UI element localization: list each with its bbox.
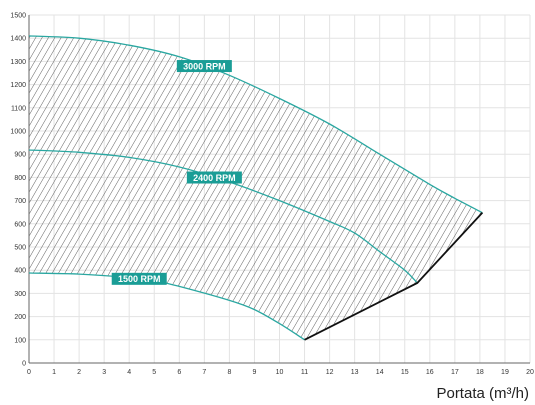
- operating-limit-line: [304, 212, 484, 341]
- operating-area: [29, 35, 483, 340]
- x-tick-label: 2: [77, 369, 81, 376]
- x-tick-label: 5: [152, 369, 156, 376]
- x-tick-label: 14: [376, 369, 384, 376]
- rpm-label-bg: [186, 171, 242, 184]
- rpm-curve-2: [28, 149, 418, 284]
- x-tick-label: 8: [227, 369, 231, 376]
- x-tick-label: 16: [426, 369, 434, 376]
- x-tick-label: 7: [202, 369, 206, 376]
- x-tick-label: 12: [326, 369, 334, 376]
- y-tick-label: 1300: [10, 59, 26, 66]
- y-tick-label: 700: [14, 198, 26, 205]
- x-tick-label: 9: [252, 369, 256, 376]
- rpm-label: 2400 RPM: [193, 173, 236, 183]
- rpm-label-bg: [176, 60, 232, 73]
- x-tick-label: 4: [127, 369, 131, 376]
- y-tick-label: 0: [22, 361, 26, 368]
- x-tick-label: 13: [351, 369, 359, 376]
- x-tick-label: 6: [177, 369, 181, 376]
- y-tick-label: 200: [14, 314, 26, 321]
- y-tick-label: 900: [14, 152, 26, 159]
- rpm-curve-1: [28, 35, 483, 214]
- y-tick-label: 1500: [10, 13, 26, 20]
- x-tick-label: 18: [476, 369, 484, 376]
- x-tick-label: 15: [401, 369, 409, 376]
- rpm-label-bg: [111, 272, 167, 285]
- x-tick-label: 3: [102, 369, 106, 376]
- rpm-label: 3000 RPM: [183, 61, 226, 71]
- y-tick-label: 300: [14, 291, 26, 298]
- y-tick-label: 800: [14, 175, 26, 182]
- y-tick-label: 1400: [10, 36, 26, 43]
- x-tick-label: 20: [526, 369, 534, 376]
- x-tick-label: 19: [501, 369, 509, 376]
- x-tick-label: 10: [276, 369, 284, 376]
- y-tick-label: 400: [14, 268, 26, 275]
- rpm-label: 1500 RPM: [118, 274, 161, 284]
- y-tick-label: 1100: [11, 105, 26, 112]
- x-tick-label: 1: [52, 369, 56, 376]
- x-tick-label: 17: [451, 369, 459, 376]
- y-tick-label: 1000: [10, 129, 26, 136]
- y-tick-label: 500: [14, 245, 26, 252]
- x-axis-label: Portata (m³/h): [436, 385, 529, 402]
- y-tick-label: 600: [14, 221, 26, 228]
- x-tick-label: 0: [27, 369, 31, 376]
- axes: 0 1 2 3 4 5 6 7 8 9 10 11 12 13 14 15 16 17 18 19 2001002003…: [10, 13, 534, 377]
- rpm-curves: [28, 35, 484, 341]
- y-tick-label: 100: [14, 337, 26, 344]
- y-tick-label: 1200: [10, 82, 26, 89]
- x-tick-label: 11: [301, 369, 308, 376]
- rpm-curve-3: [28, 272, 305, 341]
- rpm-labels: 3000 RPM 2400 RPM 1500 RPM: [111, 60, 242, 285]
